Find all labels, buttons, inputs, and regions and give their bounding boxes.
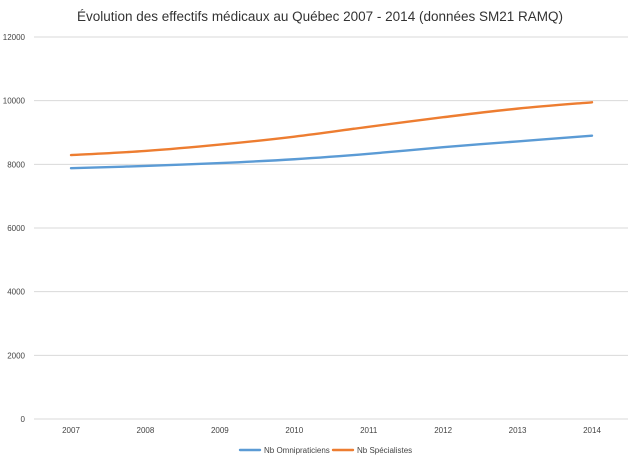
legend: Nb Omnipraticiens Nb Spécialistes xyxy=(238,446,412,455)
legend-label: Nb Spécialistes xyxy=(357,446,412,455)
y-tick-label: 8000 xyxy=(7,160,25,169)
x-axis-ticks: 2007 2008 2009 2010 2011 2012 2013 2014 xyxy=(62,426,601,435)
y-tick-label: 12000 xyxy=(3,33,26,42)
series-lines xyxy=(69,101,594,170)
y-tick-label: 2000 xyxy=(7,351,25,360)
x-tick-label: 2008 xyxy=(137,426,155,435)
chart-title: Évolution des effectifs médicaux au Québ… xyxy=(77,9,563,24)
grid xyxy=(34,36,628,420)
legend-label: Nb Omnipraticiens xyxy=(264,446,330,455)
y-tick-label: 0 xyxy=(21,415,26,424)
x-tick-label: 2013 xyxy=(509,426,527,435)
y-tick-label: 4000 xyxy=(7,288,25,297)
y-tick-label: 10000 xyxy=(3,97,26,106)
x-tick-label: 2012 xyxy=(434,426,452,435)
x-tick-label: 2007 xyxy=(62,426,80,435)
series-line-specialistes xyxy=(69,101,594,157)
x-tick-label: 2009 xyxy=(211,426,229,435)
x-tick-label: 2010 xyxy=(285,426,303,435)
x-tick-label: 2011 xyxy=(360,426,378,435)
y-tick-label: 6000 xyxy=(7,224,25,233)
x-tick-label: 2014 xyxy=(583,426,601,435)
series-line-omnipraticiens xyxy=(69,134,594,170)
y-axis-ticks: 0 2000 4000 6000 8000 10000 12000 xyxy=(3,33,26,424)
